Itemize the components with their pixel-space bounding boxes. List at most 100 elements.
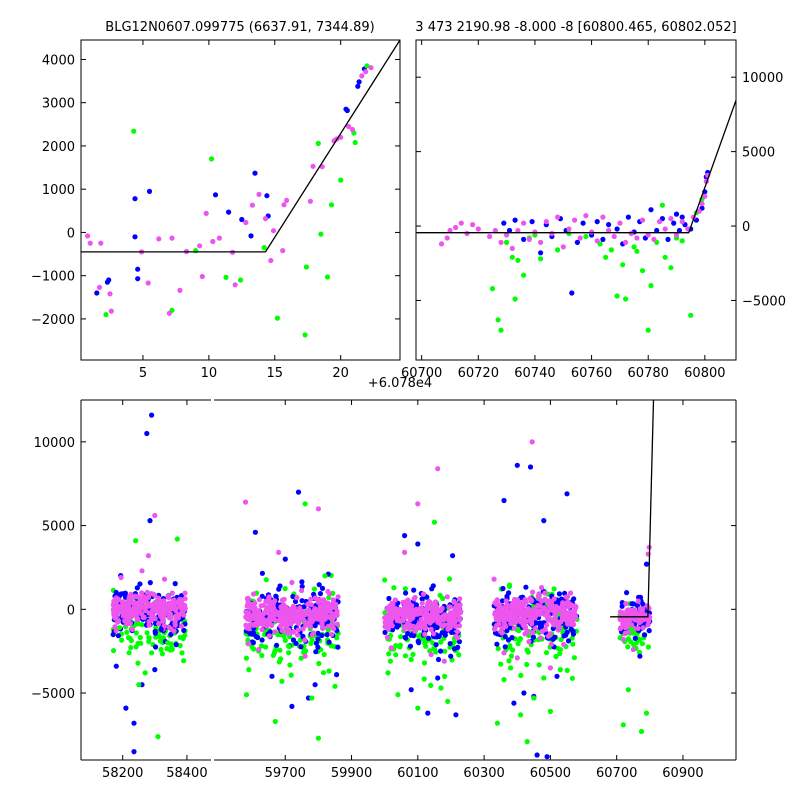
- axes-frame: [415, 39, 737, 361]
- data-point-blue: [269, 673, 275, 679]
- data-point-magenta: [422, 631, 428, 637]
- data-point-magenta: [551, 596, 557, 602]
- data-point-green: [395, 692, 401, 698]
- data-point-green: [298, 655, 304, 661]
- data-point-green: [302, 501, 308, 507]
- plot-area: 58200 58400 59700 59900 60100 60300 60500 60700…: [31, 399, 737, 781]
- data-point-blue: [640, 601, 646, 607]
- data-point-magenta: [266, 633, 272, 639]
- data-point-green: [614, 293, 620, 299]
- data-point-magenta: [266, 594, 272, 600]
- data-point-green: [402, 653, 409, 659]
- data-point-magenta: [662, 226, 668, 232]
- data-point-magenta: [630, 646, 636, 653]
- data-point-blue: [248, 233, 254, 239]
- data-point-magenta: [526, 639, 532, 645]
- data-point-magenta: [324, 606, 330, 612]
- data-point-magenta: [510, 609, 516, 615]
- data-point-magenta: [284, 630, 290, 636]
- data-point-blue: [319, 585, 326, 592]
- data-point-magenta: [555, 214, 561, 220]
- data-point-green: [398, 634, 404, 640]
- data-point-blue: [501, 497, 507, 504]
- data-point-green: [302, 332, 308, 338]
- data-point-green: [177, 643, 183, 649]
- data-point-magenta: [182, 596, 188, 602]
- data-point-blue: [447, 641, 453, 647]
- data-point-magenta: [387, 606, 393, 612]
- y-tick-label: 5000: [742, 146, 775, 161]
- data-point-blue: [541, 518, 547, 524]
- data-point-magenta: [302, 653, 308, 659]
- data-point-magenta: [454, 629, 460, 635]
- data-point-magenta: [494, 616, 500, 622]
- data-point-magenta: [428, 651, 434, 658]
- data-point-magenta: [464, 230, 470, 237]
- data-point-magenta: [308, 596, 314, 602]
- data-point-magenta: [120, 610, 126, 616]
- data-point-blue: [600, 236, 606, 242]
- data-point-green: [276, 659, 282, 665]
- x-tick-label: 60500: [530, 766, 571, 781]
- data-point-green: [135, 660, 141, 666]
- data-point-green: [625, 687, 631, 693]
- data-point-blue: [134, 585, 140, 591]
- data-point-magenta: [628, 230, 634, 237]
- data-point-magenta: [548, 641, 554, 647]
- data-point-magenta: [334, 621, 340, 627]
- data-point-blue: [324, 632, 330, 638]
- data-point-magenta: [646, 605, 652, 611]
- data-point-green: [645, 644, 652, 650]
- data-point-green: [557, 647, 564, 653]
- data-point-blue: [104, 279, 110, 285]
- data-point-magenta: [539, 585, 545, 591]
- data-point-green: [538, 256, 544, 262]
- data-point-blue: [132, 196, 138, 202]
- data-point-magenta: [404, 611, 410, 617]
- data-point-green: [509, 254, 515, 260]
- data-point-green: [282, 637, 288, 644]
- data-point-blue: [298, 644, 304, 650]
- data-point-magenta: [541, 605, 547, 611]
- data-point-magenta: [566, 226, 572, 232]
- data-point-magenta: [272, 629, 278, 635]
- data-point-magenta: [162, 602, 168, 608]
- data-point-green: [391, 585, 397, 591]
- data-point-green: [128, 645, 134, 651]
- data-point-magenta: [503, 598, 509, 604]
- data-point-blue: [606, 222, 612, 228]
- data-point-green: [386, 651, 392, 657]
- data-point-magenta: [258, 603, 264, 609]
- data-point-magenta: [560, 600, 566, 606]
- data-point-magenta: [564, 600, 570, 606]
- data-point-blue: [565, 638, 572, 644]
- data-point-magenta: [535, 603, 541, 609]
- data-point-magenta: [470, 222, 476, 228]
- data-point-green: [315, 140, 321, 146]
- data-point-magenta: [444, 235, 450, 241]
- data-point-magenta: [453, 224, 459, 231]
- data-point-blue: [534, 752, 540, 758]
- data-point-magenta: [125, 615, 131, 621]
- data-point-green: [547, 708, 554, 715]
- data-point-green: [516, 637, 523, 643]
- data-point-magenta: [435, 466, 441, 472]
- data-point-green: [648, 283, 654, 289]
- data-point-magenta: [491, 576, 497, 582]
- data-point-green: [165, 640, 171, 646]
- data-point-magenta: [521, 615, 527, 621]
- data-point-blue: [614, 226, 620, 232]
- data-point-blue: [312, 682, 318, 688]
- data-point-magenta: [169, 590, 175, 596]
- data-point-green: [321, 651, 327, 658]
- data-point-green: [524, 647, 530, 653]
- data-point-green: [263, 644, 269, 650]
- data-point-blue: [276, 586, 282, 592]
- data-point-green: [116, 625, 123, 631]
- data-point-magenta: [294, 632, 301, 638]
- data-point-magenta: [199, 273, 205, 280]
- data-point-green: [557, 650, 563, 657]
- data-point-magenta: [139, 590, 145, 596]
- points-layer: [110, 400, 655, 760]
- data-point-blue: [113, 663, 119, 669]
